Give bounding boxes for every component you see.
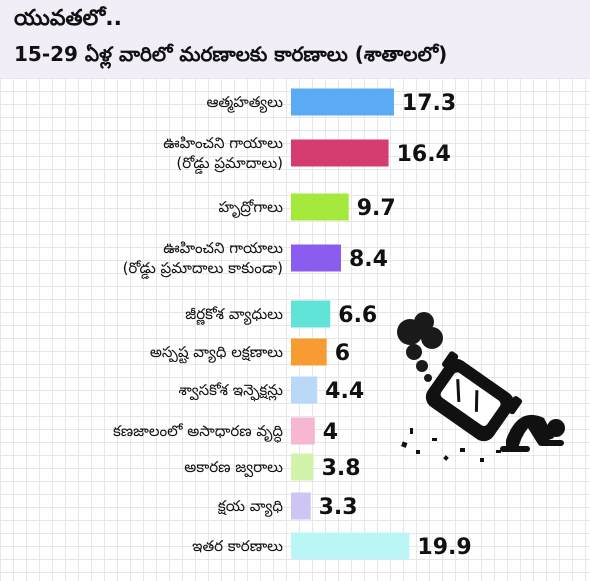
category-label: ఇతర కారణాలు xyxy=(192,537,283,555)
bar-value-label: 8.4 xyxy=(349,247,388,272)
category-label: అస్పష్ట వ్యాధి లక్షణాలు xyxy=(150,343,283,363)
smoke-cloud xyxy=(397,312,443,382)
overturned-car xyxy=(425,351,523,442)
bar-chart: 17.3 ఆత్మహత్యలు 16.4 ఊహించని గాయాలు (రోడ్డు … xyxy=(113,88,472,560)
bar xyxy=(291,244,341,272)
bar-value-label: 3.3 xyxy=(319,495,358,520)
bar-value-label: 4.4 xyxy=(325,379,364,404)
chart-subtitle: 15-29 ఏళ్ల వారిలో మరణాలకు కారణాలు (శాతాల… xyxy=(14,42,448,66)
category-label: క్షయ వ్యాధి xyxy=(218,497,283,517)
bar-value-label: 19.9 xyxy=(417,535,471,560)
bar xyxy=(291,417,315,445)
bar-value-label: 9.7 xyxy=(357,196,396,221)
category-label: ఊహించని గాయాలు (రోడ్డు ప్రమాదాలు) xyxy=(163,134,283,174)
debris xyxy=(401,428,501,462)
header-band: యువతలో.. 15-29 ఏళ్ల వారిలో మరణాలకు కారణా… xyxy=(0,0,590,78)
bar xyxy=(291,376,318,404)
category-label: కణజాలంలో అసాధారణ వృద్ధి xyxy=(113,422,283,443)
bar xyxy=(291,300,331,328)
bar xyxy=(291,338,327,366)
bar xyxy=(291,492,311,520)
bar-value-label: 4 xyxy=(323,420,338,445)
bar xyxy=(291,139,389,167)
category-label: జీర్ణకోశ వ్యాధులు xyxy=(185,305,283,325)
chart-title: యువతలో.. xyxy=(14,6,123,31)
bar xyxy=(291,193,349,221)
injured-person xyxy=(500,414,565,452)
category-label: హృద్రోగాలు xyxy=(219,198,284,218)
bar-value-label: 3.8 xyxy=(322,456,361,481)
car-crash-illustration xyxy=(397,312,565,462)
bar xyxy=(291,88,394,116)
bar-value-label: 17.3 xyxy=(402,91,456,116)
category-label: ఊహించని గాయాలు (రోడ్డు ప్రమాదాలు కాకుండా) xyxy=(123,239,283,279)
bar xyxy=(291,532,410,560)
category-label: శ్వాసకోశ ఇన్ఫెక్షన్లు xyxy=(178,381,283,402)
bar-value-label: 16.4 xyxy=(397,142,451,167)
category-label: ఆత్మహత్యలు xyxy=(206,93,283,113)
bar-value-label: 6 xyxy=(335,341,350,366)
bar xyxy=(291,453,314,481)
bar-value-label: 6.6 xyxy=(338,303,377,328)
category-label: అకారణ జ్వరాలు xyxy=(184,458,283,478)
